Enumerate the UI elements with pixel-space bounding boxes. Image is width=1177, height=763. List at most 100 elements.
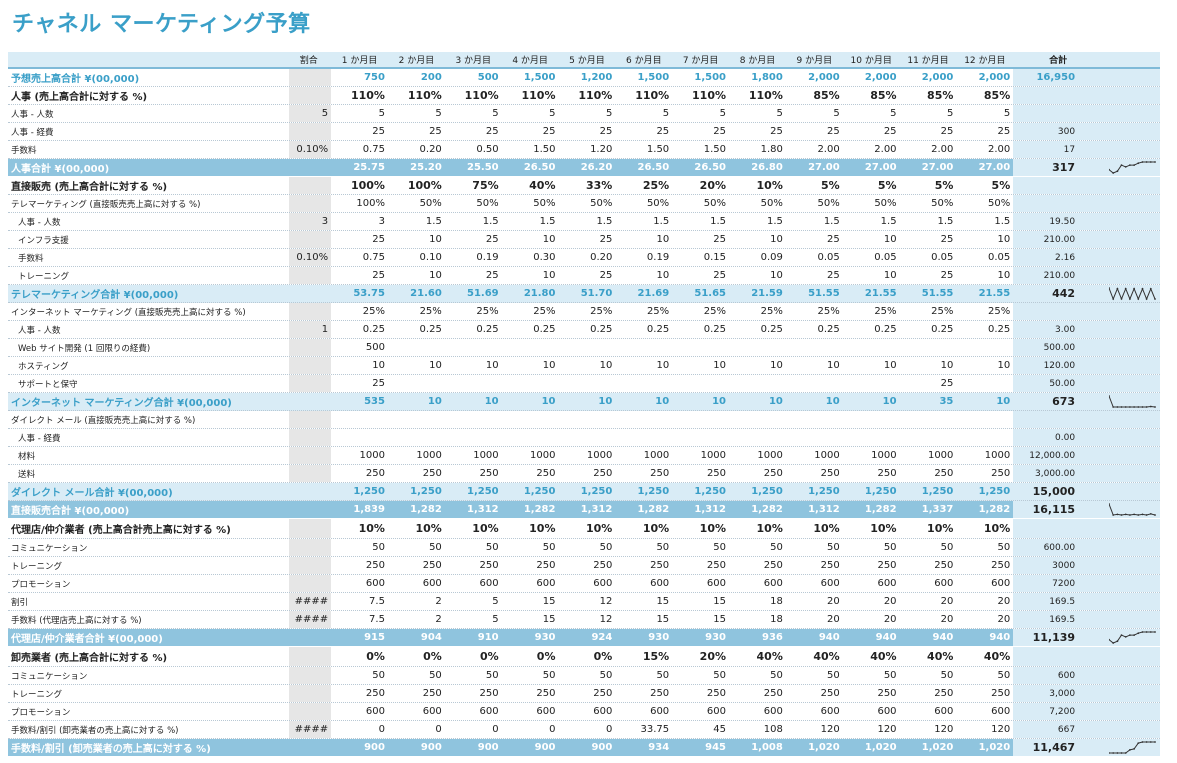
- month-cell[interactable]: 600: [650, 706, 670, 717]
- month-cell[interactable]: 535: [364, 396, 385, 407]
- month-cell[interactable]: 25%: [931, 306, 954, 317]
- row-label[interactable]: プロモーション: [11, 579, 71, 590]
- month-cell[interactable]: 120: [991, 724, 1011, 735]
- month-cell[interactable]: 51.65: [694, 288, 727, 299]
- sparkline-cell[interactable]: [1103, 177, 1160, 194]
- month-cell[interactable]: 10%: [870, 522, 897, 535]
- month-cell[interactable]: 250: [593, 688, 613, 699]
- month-cell[interactable]: 21.59: [751, 288, 783, 299]
- month-cell[interactable]: 250: [934, 560, 954, 571]
- month-cell[interactable]: 25: [713, 126, 727, 137]
- month-cell[interactable]: 20: [940, 596, 954, 607]
- row-label[interactable]: ホスティング: [18, 361, 69, 372]
- total-cell[interactable]: 600.00: [1013, 539, 1104, 556]
- month-cell[interactable]: 0.05: [874, 252, 897, 263]
- month-cell[interactable]: 0.75: [362, 252, 385, 263]
- month-cell[interactable]: 25%: [362, 306, 385, 317]
- month-cell[interactable]: 10: [427, 396, 442, 407]
- total-cell[interactable]: [1013, 87, 1104, 104]
- ratio-cell[interactable]: [289, 539, 332, 556]
- month-cell[interactable]: 25: [713, 270, 727, 281]
- month-cell[interactable]: 40%: [870, 650, 897, 663]
- month-cell[interactable]: 15: [656, 614, 670, 625]
- month-cell[interactable]: 5: [890, 108, 897, 119]
- month-cell[interactable]: 10: [541, 396, 556, 407]
- month-cell[interactable]: 0: [435, 724, 442, 735]
- sparkline-cell[interactable]: [1103, 739, 1160, 756]
- total-cell[interactable]: 442: [1013, 285, 1104, 302]
- month-cell[interactable]: 0.10: [419, 252, 442, 263]
- total-cell[interactable]: 300: [1013, 123, 1104, 140]
- row-label[interactable]: 送料: [18, 469, 36, 480]
- row-label[interactable]: 直接販売 (売上高合計に対する %): [11, 182, 168, 193]
- ratio-cell[interactable]: 0.10%: [289, 249, 332, 266]
- month-cell[interactable]: 50: [997, 670, 1011, 681]
- month-cell[interactable]: 1000: [643, 450, 670, 461]
- month-cell[interactable]: 250: [877, 468, 897, 479]
- month-cell[interactable]: 50: [770, 542, 783, 553]
- month-cell[interactable]: 250: [934, 468, 954, 479]
- month-cell[interactable]: 50: [599, 670, 613, 681]
- row-label[interactable]: テレマーケティング合計 ¥(00,000): [11, 290, 179, 301]
- month-cell[interactable]: 2,000: [864, 72, 897, 83]
- month-cell[interactable]: 250: [763, 560, 783, 571]
- sparkline-cell[interactable]: [1103, 303, 1160, 320]
- month-cell[interactable]: 600: [422, 578, 442, 589]
- month-cell[interactable]: 50: [826, 670, 840, 681]
- sparkline-cell[interactable]: [1103, 123, 1160, 140]
- month-cell[interactable]: 45: [713, 724, 727, 735]
- month-cell[interactable]: 1,008: [751, 742, 783, 753]
- month-cell[interactable]: 1,800: [751, 72, 783, 83]
- row-label[interactable]: 割引: [11, 597, 29, 608]
- month-cell[interactable]: 5: [662, 108, 670, 119]
- total-cell[interactable]: 600: [1013, 667, 1104, 684]
- sparkline-cell[interactable]: [1103, 557, 1160, 574]
- month-cell[interactable]: 10: [770, 270, 783, 281]
- month-cell[interactable]: 25%: [642, 179, 670, 192]
- month-cell[interactable]: 27.00: [864, 162, 897, 173]
- month-cell[interactable]: 0%: [479, 650, 499, 663]
- month-cell[interactable]: 10: [712, 396, 727, 407]
- month-cell[interactable]: 600: [365, 578, 385, 589]
- month-cell[interactable]: 250: [706, 468, 727, 479]
- total-cell[interactable]: 120.00: [1013, 357, 1104, 374]
- month-cell[interactable]: 250: [991, 468, 1011, 479]
- sparkline-cell[interactable]: [1103, 159, 1160, 176]
- month-cell[interactable]: 0.25: [533, 324, 556, 335]
- month-cell[interactable]: 25%: [476, 306, 499, 317]
- month-cell[interactable]: 40%: [927, 650, 954, 663]
- total-cell[interactable]: [1013, 411, 1104, 428]
- month-cell[interactable]: 910: [477, 632, 499, 643]
- month-cell[interactable]: 2.00: [874, 144, 897, 155]
- month-cell[interactable]: 1,250: [808, 486, 840, 497]
- month-cell[interactable]: 15: [542, 596, 556, 607]
- total-cell[interactable]: 15,000: [1013, 483, 1104, 500]
- month-cell[interactable]: 50: [713, 670, 727, 681]
- row-label[interactable]: 材料: [18, 451, 36, 462]
- ratio-cell[interactable]: [289, 159, 332, 176]
- row-label[interactable]: 卸売業者 (売上高合計に対する %): [11, 653, 168, 664]
- month-cell[interactable]: 50: [372, 670, 385, 681]
- month-cell[interactable]: 50%: [874, 198, 897, 209]
- row-label[interactable]: 人事 - 経費: [18, 433, 61, 444]
- header-month-4[interactable]: 4 か月目: [512, 56, 548, 66]
- row-label[interactable]: ダイレクト メール合計 ¥(00,000): [11, 488, 173, 499]
- month-cell[interactable]: 1,312: [808, 504, 840, 515]
- row-label[interactable]: 人事 - 経費: [11, 127, 54, 138]
- month-cell[interactable]: 50: [997, 542, 1011, 553]
- month-cell[interactable]: 250: [763, 468, 783, 479]
- month-cell[interactable]: 10%: [472, 522, 499, 535]
- month-cell[interactable]: 250: [593, 560, 613, 571]
- ratio-cell[interactable]: [289, 739, 332, 756]
- month-cell[interactable]: 50: [713, 542, 727, 553]
- header-month-11[interactable]: 11 か月目: [907, 56, 949, 66]
- month-cell[interactable]: 110%: [748, 89, 783, 102]
- month-cell[interactable]: 900: [364, 742, 385, 753]
- month-cell[interactable]: 250: [365, 560, 385, 571]
- month-cell[interactable]: 600: [763, 706, 783, 717]
- month-cell[interactable]: 100%: [350, 179, 385, 192]
- month-cell[interactable]: 2.00: [817, 144, 840, 155]
- month-cell[interactable]: 12: [599, 596, 613, 607]
- sparkline-cell[interactable]: [1103, 575, 1160, 592]
- month-cell[interactable]: 5%: [877, 179, 897, 192]
